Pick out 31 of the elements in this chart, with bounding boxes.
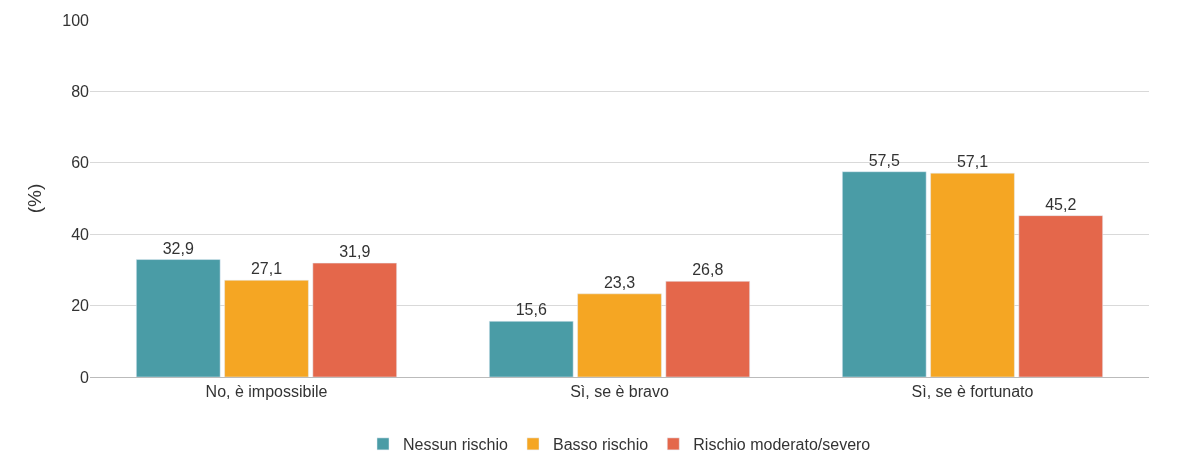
bar bbox=[224, 280, 309, 377]
data-label: 15,6 bbox=[515, 301, 547, 319]
bar bbox=[930, 172, 1015, 377]
bar bbox=[577, 293, 662, 377]
bar bbox=[842, 171, 927, 377]
y-tick-label: 40 bbox=[71, 225, 90, 243]
bar bbox=[1018, 215, 1103, 377]
bar bbox=[489, 321, 574, 377]
y-tick-label: 80 bbox=[71, 83, 90, 100]
y-tick-label: 60 bbox=[71, 154, 90, 172]
data-label: 26,8 bbox=[692, 261, 724, 279]
data-label: 27,1 bbox=[250, 260, 283, 278]
y-tick-label: 20 bbox=[71, 297, 90, 315]
y-tick-label: 100 bbox=[62, 11, 90, 29]
y-tick-label: 0 bbox=[80, 368, 90, 386]
bar bbox=[136, 259, 221, 377]
data-label: 23,3 bbox=[603, 273, 636, 291]
data-label: 31,9 bbox=[339, 243, 371, 261]
x-tick-label: Sì, se è bravo bbox=[570, 383, 669, 401]
bar bbox=[312, 262, 397, 377]
legend-label: Basso rischio bbox=[553, 436, 649, 454]
data-label: 57,1 bbox=[956, 153, 989, 171]
data-label: 32,9 bbox=[162, 239, 194, 257]
bar bbox=[665, 281, 750, 377]
data-label: 57,5 bbox=[868, 151, 900, 169]
legend-label: Nessun rischio bbox=[403, 436, 509, 454]
x-tick-label: Sì, se è fortunato bbox=[911, 383, 1034, 401]
legend-label: Rischio moderato/severo bbox=[693, 436, 871, 454]
x-tick-label: No, è impossibile bbox=[205, 383, 328, 401]
y-axis-title: (%) bbox=[24, 183, 46, 214]
data-label: 45,2 bbox=[1045, 195, 1077, 213]
